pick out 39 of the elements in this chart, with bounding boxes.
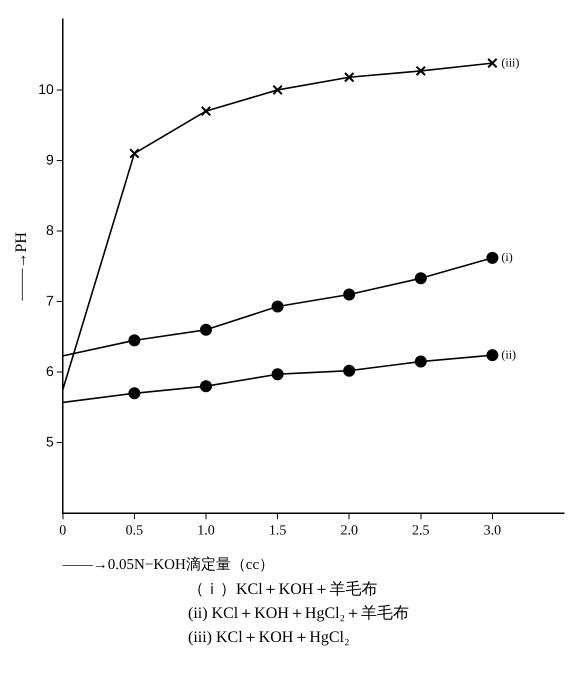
point [416,66,426,76]
x-tick-label: 2.0 [340,523,358,538]
point [486,252,498,264]
point [487,58,498,68]
x-tick-label: 0.5 [126,523,144,538]
x-tick-label: 1.0 [197,523,215,538]
point [272,368,284,380]
y-tick-label: 8 [46,222,54,238]
point [200,324,212,336]
point [200,380,212,392]
y-tick-label: 9 [46,151,54,168]
point [414,356,427,368]
y-tick-label: 6 [46,362,54,379]
point [414,272,427,284]
point [200,106,212,116]
point [343,288,356,301]
text: (iii) KCl＋KOH＋HgCl₂ [188,628,351,648]
y-tick-label: 7 [46,292,54,308]
text: (ii) KCl＋KOH＋HgCl₂＋羊毛布 [188,604,410,624]
point [129,148,140,159]
series-label: (ii) [501,347,516,362]
series-label: (iii) [501,55,520,70]
y-tick-label: 5 [46,434,54,450]
point [128,334,140,346]
point [128,387,140,400]
point [344,72,354,82]
text: （ｉ）KCl＋KOH＋羊毛布 [188,580,378,600]
point [486,349,498,362]
x-tick-label: 2.5 [412,523,430,538]
point [272,300,284,313]
x-tick-label: 1.5 [268,523,286,538]
y-tick-label: 10 [38,80,54,97]
y-axis-title: ——→PH [12,232,30,302]
x-axis-title: ——→0.05N−KOH滴定量（cc） [62,556,274,573]
series-label: (i) [501,250,513,264]
x-tick-label: 0 [59,523,66,538]
point [343,364,356,377]
point [272,84,283,96]
x-tick-label: 3.0 [484,523,502,538]
